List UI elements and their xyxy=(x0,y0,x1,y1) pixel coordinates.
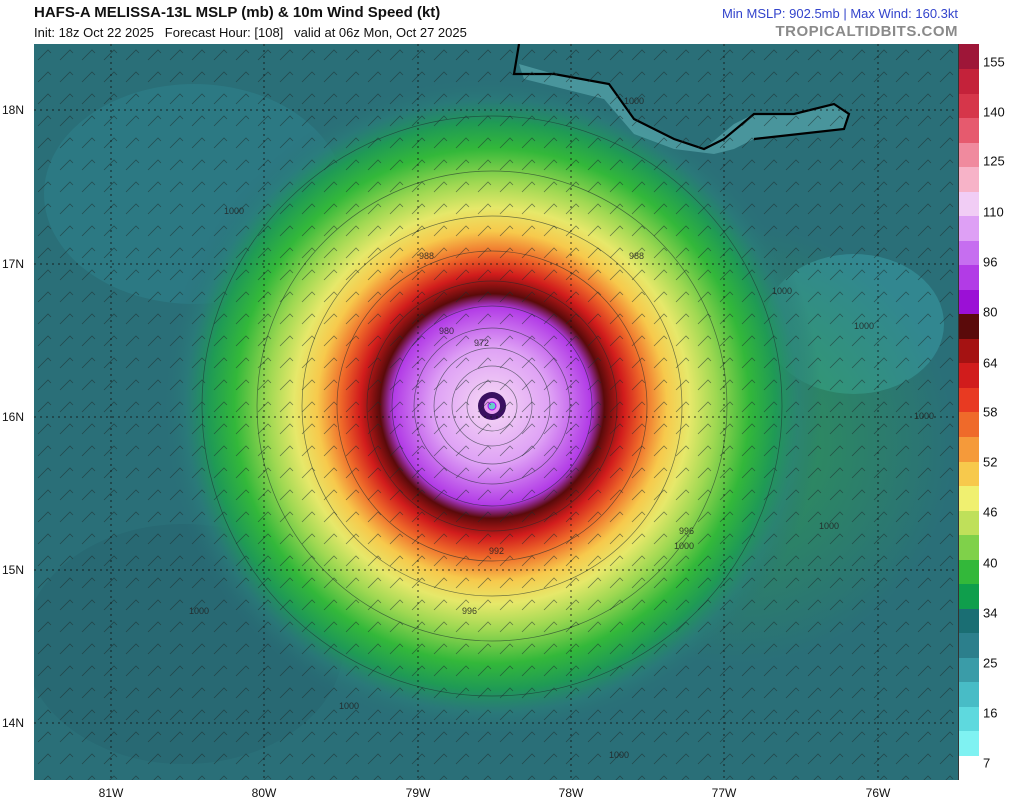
colorbar-label: 125 xyxy=(983,153,1005,169)
colorbar-segment xyxy=(959,657,979,683)
wind-speed-map: 1000 1000 988 988 980 972 1000 1000 996 … xyxy=(34,44,958,780)
lat-label-17n: 17N xyxy=(2,257,25,271)
colorbar-label: 7 xyxy=(983,755,991,771)
colorbar-segment xyxy=(959,362,979,388)
isobar-label: 996 xyxy=(679,526,694,536)
colorbar-segment xyxy=(959,68,979,94)
colorbar-segment xyxy=(959,461,979,487)
isobar-label: 1000 xyxy=(819,521,839,531)
colorbar-segment xyxy=(959,412,979,438)
map-field: 1000 1000 988 988 980 972 1000 1000 996 … xyxy=(34,44,958,780)
init-info: Init: 18z Oct 22 2025 Forecast Hour: [10… xyxy=(34,25,467,40)
isobar-label: 1000 xyxy=(339,701,359,711)
min-max-stats: Min MSLP: 902.5mb | Max Wind: 160.3kt xyxy=(721,6,958,21)
lon-label-77w: 77W xyxy=(711,786,737,800)
isobar-label: 1000 xyxy=(624,96,644,106)
colorbar-label: 110 xyxy=(983,204,1004,220)
lon-label-80w: 80W xyxy=(251,786,277,800)
colorbar-segment xyxy=(959,534,979,560)
colorbar-segment xyxy=(959,436,979,462)
lon-label-76w: 76W xyxy=(865,786,891,800)
colorbar-segment xyxy=(959,485,979,511)
isobar-label: 980 xyxy=(439,326,454,336)
lat-label-14n: 14N xyxy=(2,716,25,730)
lon-label-81w: 81W xyxy=(98,786,124,800)
colorbar-segment xyxy=(959,191,979,217)
lat-label-16n: 16N xyxy=(2,410,25,424)
isobar-label: 1000 xyxy=(674,541,694,551)
colorbar-segment xyxy=(959,215,979,241)
isobar-label: 1000 xyxy=(854,321,874,331)
colorbar-segment xyxy=(959,608,979,634)
colorbar-segment xyxy=(959,313,979,339)
colorbar-segment xyxy=(959,44,979,70)
colorbar-label: 140 xyxy=(983,104,1005,120)
site-watermark: TROPICALTIDBITS.COM xyxy=(775,23,958,40)
isobar-label: 972 xyxy=(474,338,489,348)
isobar-label: 1000 xyxy=(224,206,244,216)
colorbar-segment xyxy=(959,583,979,609)
lon-label-79w: 79W xyxy=(405,786,431,800)
colorbar-label: 40 xyxy=(983,555,998,571)
lat-label-18n: 18N xyxy=(2,103,25,117)
colorbar-segment xyxy=(959,755,979,781)
colorbar-segment xyxy=(959,559,979,585)
colorbar-segment xyxy=(959,264,979,290)
colorbar-segment xyxy=(959,387,979,413)
isobar-label: 988 xyxy=(419,251,434,261)
colorbar-segment xyxy=(959,510,979,536)
colorbar-label: 25 xyxy=(983,655,998,671)
colorbar-label: 64 xyxy=(983,355,998,371)
colorbar-label: 80 xyxy=(983,304,998,320)
colorbar-label: 155 xyxy=(983,54,1005,70)
colorbar-segment xyxy=(959,142,979,168)
isobar-label: 1000 xyxy=(609,750,629,760)
isobar-label: 1000 xyxy=(914,411,934,421)
isobar-label: 1000 xyxy=(772,286,792,296)
wind-speed-colorbar xyxy=(958,44,979,781)
colorbar-segment xyxy=(959,730,979,756)
colorbar-segment xyxy=(959,117,979,143)
isobar-label: 996 xyxy=(462,606,477,616)
colorbar-label: 34 xyxy=(983,605,998,621)
chart-header: HAFS-A MELISSA-13L MSLP (mb) & 10m Wind … xyxy=(34,0,958,44)
colorbar-segment xyxy=(959,632,979,658)
colorbar-segment xyxy=(959,706,979,732)
lon-label-78w: 78W xyxy=(558,786,584,800)
isobar-label: 992 xyxy=(489,546,504,556)
colorbar-segment xyxy=(959,93,979,119)
colorbar-segment xyxy=(959,681,979,707)
colorbar-label: 16 xyxy=(983,705,998,721)
colorbar-label: 46 xyxy=(983,504,998,520)
colorbar-label: 96 xyxy=(983,254,998,270)
colorbar-label: 52 xyxy=(983,454,998,470)
isobar-label: 988 xyxy=(629,251,644,261)
colorbar-segment xyxy=(959,338,979,364)
isobar-label: 1000 xyxy=(189,606,209,616)
colorbar-segment xyxy=(959,289,979,315)
chart-title: HAFS-A MELISSA-13L MSLP (mb) & 10m Wind … xyxy=(34,4,441,21)
colorbar-segment xyxy=(959,240,979,266)
colorbar-label: 58 xyxy=(983,404,998,420)
lat-label-15n: 15N xyxy=(2,563,25,577)
colorbar-segment xyxy=(959,166,979,192)
